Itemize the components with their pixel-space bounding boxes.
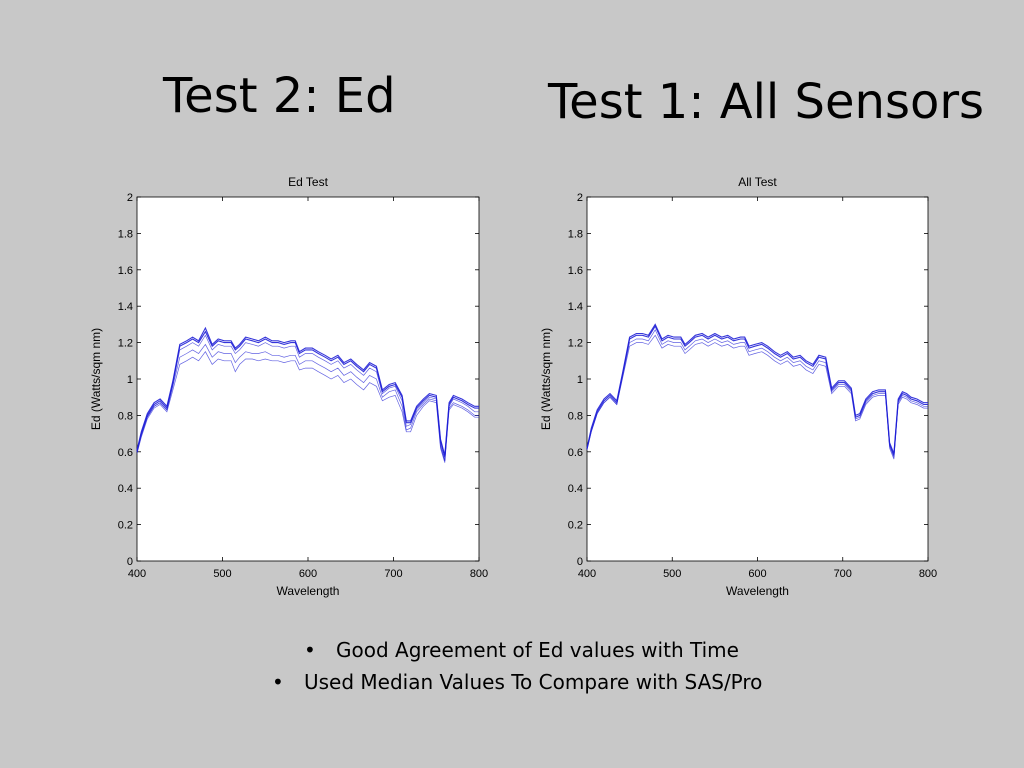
y-axis-label: Ed (Watts/sqm nm) <box>89 328 103 430</box>
y-tick-label: 1.6 <box>568 265 583 277</box>
series-line <box>136 334 479 461</box>
x-tick-label: 600 <box>299 568 317 580</box>
y-tick-label: 1.4 <box>568 301 583 313</box>
bullet-icon: • <box>304 638 316 662</box>
x-tick-label: 700 <box>384 568 402 580</box>
series-line <box>136 330 479 458</box>
x-tick-label: 400 <box>128 568 146 580</box>
y-tick-label: 1.4 <box>118 301 133 313</box>
y-tick-label: 0.4 <box>118 483 133 495</box>
plot-area <box>136 196 480 562</box>
series-line <box>136 351 479 463</box>
y-tick-label: 0.2 <box>118 520 133 532</box>
chart-title: Ed Test <box>288 175 328 189</box>
bullet-text: Used Median Values To Compare with SAS/P… <box>304 670 763 694</box>
x-axis-label: Wavelength <box>277 584 340 598</box>
bullet-item: • Used Median Values To Compare with SAS… <box>272 670 763 694</box>
plot-area <box>586 196 929 562</box>
y-tick-label: 1.2 <box>118 338 133 350</box>
y-tick-label: 1.8 <box>568 228 583 240</box>
x-axis-label: Wavelength <box>726 584 789 598</box>
bullet-text: Good Agreement of Ed values with Time <box>336 638 739 662</box>
slide-title-right: Test 1: All Sensors <box>548 74 985 130</box>
y-tick-label: 0 <box>577 556 583 568</box>
y-tick-label: 0.4 <box>568 483 583 495</box>
y-tick-label: 1 <box>127 374 133 386</box>
x-tick-label: 800 <box>919 568 937 580</box>
x-tick-label: 500 <box>213 568 231 580</box>
x-tick-label: 600 <box>748 568 766 580</box>
y-tick-label: 2 <box>127 192 133 204</box>
chart-title: All Test <box>738 175 777 189</box>
series-line <box>586 329 928 458</box>
y-tick-label: 0.6 <box>568 447 583 459</box>
slide-title-left: Test 2: Ed <box>163 68 396 124</box>
y-tick-label: 0.2 <box>568 520 583 532</box>
y-axis-label: Ed (Watts/sqm nm) <box>539 328 553 430</box>
y-tick-label: 0.8 <box>568 410 583 422</box>
series-line <box>586 325 928 456</box>
y-tick-label: 0.8 <box>118 410 133 422</box>
series-line <box>136 343 479 461</box>
series-line <box>586 334 928 460</box>
x-tick-label: 400 <box>578 568 596 580</box>
x-tick-label: 800 <box>470 568 488 580</box>
y-tick-label: 1 <box>577 374 583 386</box>
y-tick-label: 2 <box>577 192 583 204</box>
bullet-icon: • <box>272 670 284 694</box>
y-tick-label: 1.2 <box>568 338 583 350</box>
y-tick-label: 1.8 <box>118 228 133 240</box>
y-tick-label: 0.6 <box>118 447 133 459</box>
bullet-item: • Good Agreement of Ed values with Time <box>304 638 739 662</box>
x-tick-label: 700 <box>834 568 852 580</box>
y-tick-label: 1.6 <box>118 265 133 277</box>
y-tick-label: 0 <box>127 556 133 568</box>
series-line <box>586 323 928 454</box>
x-tick-label: 500 <box>663 568 681 580</box>
series-line <box>136 326 479 456</box>
